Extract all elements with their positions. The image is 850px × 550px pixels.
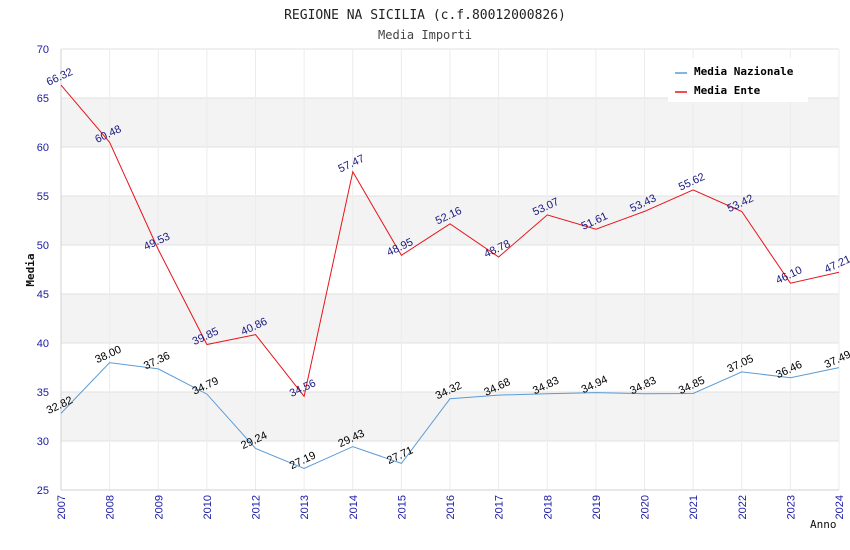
x-tick-label: 2019 [591,495,603,519]
legend-label-media-ente: Media Ente [694,84,761,97]
y-tick-label: 60 [37,142,49,154]
series-line-media-nazionale [60,362,840,470]
x-axis-ticks: 2007 2008 2009 2010 2012 2013 2014 2015 2016 2017… [56,495,846,519]
series-lines [60,84,840,470]
y-tick-label: 55 [37,191,49,203]
y-tick-label: 65 [37,93,49,105]
x-tick-label: 2007 [56,495,68,519]
chart-subtitle: Media Importi [378,28,472,42]
y-tick-label: 40 [37,338,49,350]
x-tick-label: 2015 [396,495,408,519]
legend-label-media-nazionale: Media Nazionale [694,65,794,78]
gridlines [60,48,840,491]
x-tick-label: 2021 [688,495,700,519]
x-axis-label: Anno [810,518,837,531]
y-axis-label: Media [24,253,37,286]
x-tick-label: 2009 [153,495,165,519]
y-tick-label: 25 [37,485,49,497]
x-tick-label: 2023 [785,495,797,519]
x-tick-label: 2010 [202,495,214,519]
y-tick-label: 35 [37,387,49,399]
y-tick-label: 70 [37,44,49,56]
x-tick-label: 2024 [834,495,846,519]
y-tick-label: 30 [37,436,49,448]
x-tick-label: 2014 [348,495,360,519]
x-tick-label: 2016 [445,495,457,519]
x-tick-label: 2017 [494,495,506,519]
x-tick-label: 2022 [737,495,749,519]
x-tick-label: 2013 [299,495,311,519]
legend-box [668,58,808,102]
x-tick-label: 2018 [542,495,554,519]
x-tick-label: 2008 [105,495,117,519]
x-tick-label: 2020 [640,495,652,519]
x-tick-label: 2012 [251,495,263,519]
y-axis-ticks: 25 30 35 40 45 50 55 60 65 70 [37,44,49,497]
legend: Media Nazionale Media Ente [668,58,808,102]
series-line-media-ente [60,84,840,398]
chart-title: REGIONE NA SICILIA (c.f.80012000826) [284,8,566,23]
y-tick-label: 45 [37,289,49,301]
y-tick-label: 50 [37,240,49,252]
